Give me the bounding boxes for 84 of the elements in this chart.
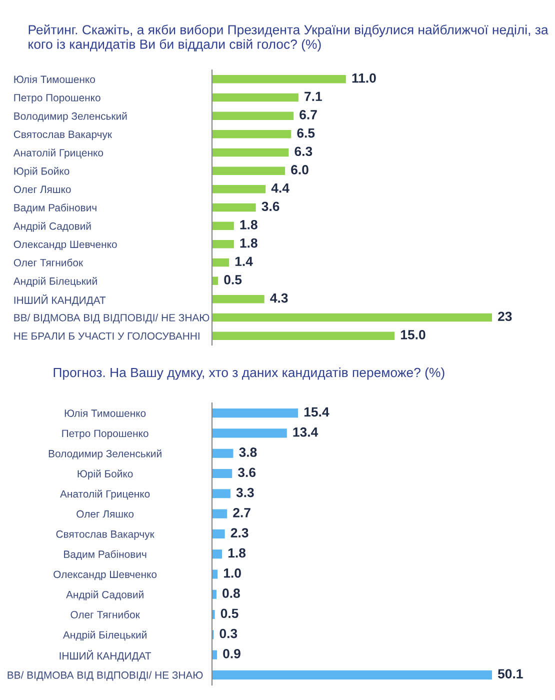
bar [212, 148, 289, 157]
y-tick-label: Олег Тягнибок [14, 258, 84, 266]
data-label: 0.9 [223, 648, 240, 658]
data-label: 23 [498, 312, 512, 322]
y-tick-label: Юлія Тимошенко [14, 75, 95, 84]
data-label: 3.8 [239, 448, 257, 457]
y-tick-label: Вадим Рабінович [14, 204, 96, 214]
data-label: 11.0 [352, 73, 376, 83]
bar [212, 276, 218, 285]
y-tick-label: Вадим Рабінович [64, 550, 146, 560]
bar [212, 295, 264, 304]
data-label: 3.6 [238, 468, 256, 478]
data-label: 1.0 [224, 568, 241, 578]
bar [212, 408, 298, 418]
y-tick-label: Святослав Вакарчук [14, 130, 112, 140]
data-label: 1.8 [228, 548, 246, 558]
y-tick-label: Олександр Шевченко [14, 240, 117, 250]
data-label: 6.5 [297, 128, 315, 138]
y-tick-label: Петро Порошенко [62, 430, 148, 440]
y-tick-label: Олег Тягнибок [70, 610, 140, 618]
data-label: 2.7 [233, 508, 250, 518]
chart-title: Рейтинг. Скажіть, а якби вибори Президента України відбулися найближчої неділі, за кого із кандидатів Ви би віддали свій голос? (%) [28, 24, 548, 52]
data-label: 0.8 [222, 588, 240, 598]
bar [212, 509, 228, 518]
bar [212, 203, 256, 212]
bar [212, 332, 395, 340]
data-label: 7.1 [304, 92, 322, 101]
data-label: 3.3 [236, 488, 254, 498]
y-tick-label: ВВ/ ВІДМОВА ВІД ВІДПОВІДІ/ НЕ ЗНАЮ [14, 314, 210, 324]
data-label: 2.3 [230, 528, 248, 538]
y-tick-label: Олександр Шевченко [54, 570, 157, 580]
bar [212, 93, 298, 102]
y-tick-label: Юрій Бойко [14, 166, 70, 177]
data-label: 15.4 [304, 407, 330, 417]
y-tick-label: Анатолій Гриценко [13, 148, 104, 159]
y-tick-label: Андрій Садовий [13, 222, 91, 232]
y-tick-label: Юрій Бойко [78, 470, 133, 480]
bar [212, 112, 294, 120]
y-tick-label: Андрій Садовий [66, 590, 144, 600]
y-tick-label: Олег Ляшко [14, 186, 71, 194]
data-label: 1.8 [240, 238, 258, 248]
data-label: 4.4 [271, 184, 290, 193]
chart-title: Прогноз. На Вашу думку, хто з даних кандидатів переможе? (%) [54, 368, 444, 380]
y-tick-label: Олег Ляшко [76, 510, 134, 518]
data-label: 4.3 [270, 293, 288, 303]
bar [212, 428, 287, 438]
bar [212, 240, 234, 248]
bar [212, 448, 234, 458]
bar [212, 75, 346, 84]
y-tick-label: Петро Порошенко [14, 94, 100, 104]
y-tick-label: НЕ БРАЛИ Б УЧАСТІ У ГОЛОСУВАННІ [14, 332, 200, 340]
y-tick-label: Святослав Вакарчук [56, 530, 154, 540]
y-tick-label: Володимир Зеленський [48, 449, 162, 460]
data-label: 0.3 [220, 628, 238, 638]
data-label: 0.5 [224, 275, 242, 284]
bar [212, 489, 230, 498]
bar [212, 130, 292, 138]
bar [212, 670, 492, 680]
bar [212, 185, 266, 194]
bar [212, 550, 222, 559]
bar [212, 222, 234, 230]
y-tick-label: Андрій Білецький [62, 630, 146, 641]
y-tick-label: ІНШИЙ КАНДИДАТ [14, 294, 106, 306]
data-label: 6.7 [300, 110, 317, 120]
y-tick-label: Володимир Зеленський [14, 112, 127, 122]
data-label: 1.8 [240, 220, 258, 230]
data-label: 13.4 [293, 427, 318, 437]
bar [212, 258, 230, 267]
y-tick-label: ІНШИЙ КАНДИДАТ [60, 650, 152, 662]
y-tick-label: Андрій Білецький [13, 276, 97, 287]
data-label: 50.1 [498, 669, 523, 678]
bar [212, 529, 225, 538]
data-label: 15.0 [400, 330, 426, 340]
y-tick-label: Анатолій Гриценко [60, 490, 150, 500]
bar [212, 166, 286, 175]
bar [212, 468, 232, 478]
data-label: 6.0 [291, 165, 308, 174]
data-label: 0.5 [220, 608, 238, 618]
y-tick-label: Юлія Тимошенко [64, 409, 146, 417]
y-tick-label: ВВ/ ВІДМОВА ВІД ВІДПОВІДІ/ НЕ ЗНАЮ [8, 671, 203, 681]
data-label: 3.6 [262, 202, 280, 212]
bar [212, 313, 492, 322]
data-label: 6.3 [294, 146, 312, 156]
data-label: 1.4 [235, 256, 253, 266]
